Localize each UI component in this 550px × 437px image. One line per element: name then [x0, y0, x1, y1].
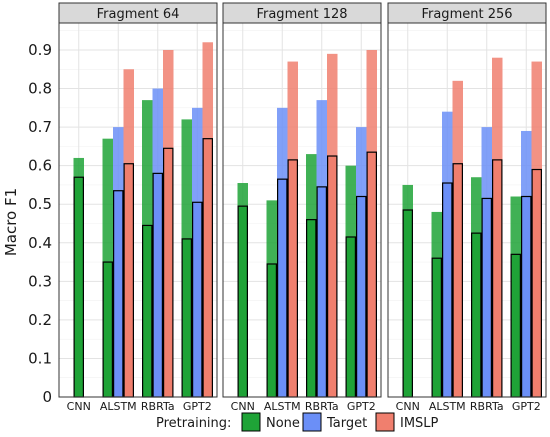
y-axis-title: Macro F1: [2, 188, 20, 256]
panel-2: Fragment 128 CNN ALSTM RBRTa GPT2: [222, 2, 382, 413]
panel-title: Fragment 128: [256, 7, 347, 22]
bar-outlined-imslp-rbrta: [492, 159, 503, 398]
bar-outlined-none-rbrta: [471, 232, 482, 398]
x-tick-label: RBRTa: [141, 400, 175, 413]
panel-border: [222, 22, 382, 398]
bar-outlined-none-alstm: [431, 257, 443, 398]
bar-outlined-none-alstm: [266, 263, 278, 398]
bar-outlined-imslp-rbrta: [327, 155, 338, 398]
y-tick-label: 0.8: [28, 80, 52, 98]
x-tick-label: GPT2: [347, 400, 376, 413]
legend-label-none: None: [266, 416, 300, 431]
y-tick-label: 0.5: [28, 195, 52, 213]
bar-outlined-target-alstm: [112, 190, 124, 398]
y-tick-label: 0.6: [28, 157, 52, 175]
bar-outlined-none-cnn: [402, 209, 414, 398]
bar-outlined-target-gpt2: [520, 195, 532, 398]
y-tick-label: 0.1: [28, 349, 52, 367]
y-tick-label: 0.7: [28, 118, 52, 136]
x-tick-label: RBRTa: [470, 400, 504, 413]
legend-key-target: [302, 412, 322, 432]
x-tick-label: CNN: [67, 400, 91, 413]
bar-outlined-none-gpt2: [510, 253, 522, 398]
bar-outlined-none-rbrta: [306, 219, 317, 398]
x-tick-label: ALSTM: [264, 400, 301, 413]
panel-title: Fragment 64: [97, 7, 180, 22]
bar-outlined-none-gpt2: [345, 236, 357, 398]
legend-label-target: Target: [326, 416, 367, 431]
panel-3: Fragment 256 CNN ALSTM RBRTa GPT2: [387, 2, 547, 413]
bar-outlined-imslp-gpt2: [202, 138, 214, 398]
bar-outlined-target-gpt2: [192, 201, 203, 398]
y-tick-label: 0.4: [28, 234, 52, 252]
bar-outlined-target-rbrta: [316, 186, 328, 398]
bar-outlined-target-rbrta: [152, 172, 164, 398]
bar-outlined-target-alstm: [277, 178, 288, 398]
bar-outlined-none-alstm: [102, 261, 113, 398]
y-tick-label: 0.3: [28, 272, 52, 290]
bar-outlined-imslp-alstm: [123, 163, 134, 398]
y-tick-label: 0.9: [28, 41, 52, 59]
legend-title: Pretraining:: [156, 416, 231, 431]
bar-outlined-none-cnn: [237, 205, 249, 398]
y-tick-label: 0.2: [28, 311, 52, 329]
x-tick-label: GPT2: [183, 400, 212, 413]
bar-outlined-target-rbrta: [481, 197, 493, 398]
panel-title: Fragment 256: [421, 7, 512, 22]
panel-1: Fragment 64 CNN ALSTM RBRTa GPT2: [58, 2, 218, 413]
bar-outlined-none-gpt2: [181, 238, 193, 398]
x-tick-label: RBRTa: [305, 400, 339, 413]
bar-outlined-imslp-gpt2: [531, 168, 542, 398]
bar-outlined-none-cnn: [73, 176, 84, 398]
legend-label-imslp: IMSLP: [400, 416, 439, 431]
y-tick-label: 0: [42, 388, 52, 406]
legend: Pretraining: None Target IMSLP: [156, 412, 439, 432]
x-tick-label: CNN: [231, 400, 255, 413]
bar-outlined-imslp-gpt2: [366, 151, 378, 398]
bar-outlined-imslp-alstm: [287, 159, 299, 398]
x-tick-label: CNN: [396, 400, 420, 413]
x-tick-label: ALSTM: [429, 400, 466, 413]
bar-outlined-target-alstm: [442, 182, 453, 398]
legend-key-imslp: [375, 412, 395, 432]
panel-border: [387, 22, 547, 398]
bar-outlined-none-rbrta: [142, 224, 153, 398]
bar-outlined-imslp-rbrta: [163, 147, 174, 398]
bar-outlined-imslp-alstm: [452, 163, 464, 398]
x-tick-label: ALSTM: [100, 400, 137, 413]
x-tick-label: GPT2: [512, 400, 541, 413]
panel-border: [58, 22, 218, 398]
bar-outlined-target-gpt2: [356, 195, 367, 398]
legend-key-none: [241, 412, 261, 432]
